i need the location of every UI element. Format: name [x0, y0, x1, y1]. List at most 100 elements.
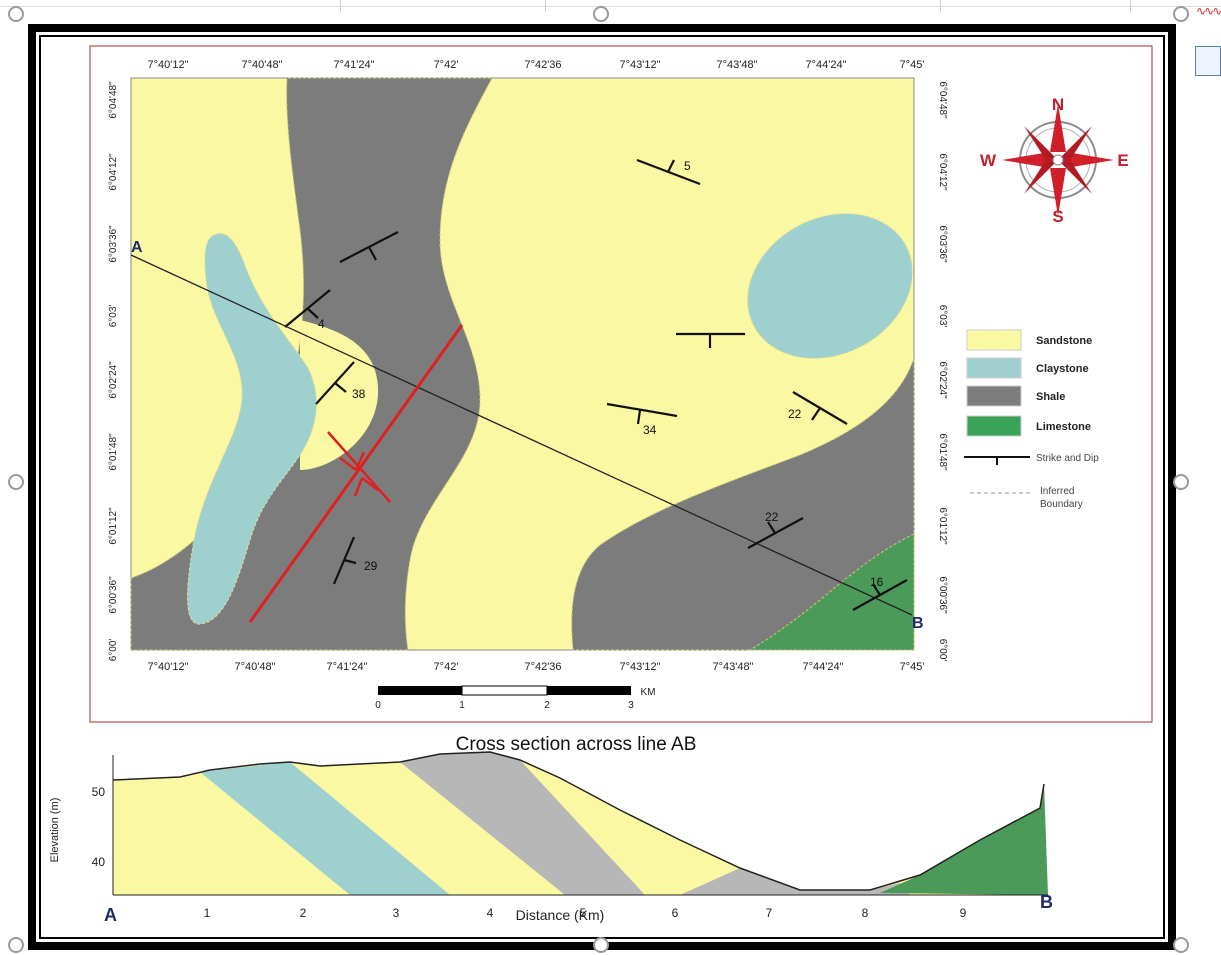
limestone-southeast — [748, 533, 915, 651]
left-tick: 6°02'24" — [108, 361, 119, 399]
scale-unit: KM — [641, 687, 656, 698]
top-tick: 7°43'48" — [717, 59, 758, 71]
cross-section-title: Cross section across line AB — [456, 734, 697, 755]
top-tick: 7°40'48" — [242, 59, 283, 71]
dip-value: 22 — [788, 407, 802, 421]
claystone-west — [187, 233, 317, 625]
legend-label-claystone: Claystone — [1036, 363, 1089, 375]
bottom-tick: 7°40'12" — [148, 661, 189, 673]
map-panel-border — [89, 45, 1153, 723]
bottom-tick: 7°40'48" — [235, 661, 276, 673]
top-tick: 7°45' — [900, 59, 925, 71]
legend-label-shale: Shale — [1036, 391, 1065, 403]
section-claystone — [200, 762, 450, 895]
fold-axis-arrow — [327, 431, 391, 503]
section-limestone — [880, 784, 1048, 895]
right-tick: 6°00'36" — [937, 576, 948, 614]
right-tick: 6°00' — [937, 639, 948, 662]
scale-segment — [547, 686, 631, 695]
legend-label-sandstone: Sandstone — [1036, 335, 1092, 347]
ruler-tick — [940, 0, 941, 12]
section-xtick: 2 — [300, 906, 307, 920]
section-xtick: 8 — [862, 906, 869, 920]
resize-handle-left[interactable] — [8, 474, 24, 490]
ruler-tick — [340, 0, 341, 12]
point-a-label: A — [131, 239, 143, 256]
ruler-tick — [545, 0, 546, 12]
section-shale-valley — [680, 868, 910, 895]
sandstone-wedge — [300, 320, 379, 470]
dip-value: 22 — [765, 510, 779, 524]
compass-w: W — [980, 151, 997, 170]
strike-dip-tick — [306, 307, 319, 319]
left-tick: 6°01'12" — [108, 507, 119, 545]
right-tick: 6°01'12" — [937, 507, 948, 545]
top-tick: 7°43'12" — [620, 59, 661, 71]
legend-label-limestone: Limestone — [1036, 421, 1091, 433]
resize-handle-right[interactable] — [1173, 474, 1189, 490]
left-tick: 6°03'36" — [108, 225, 119, 263]
left-tick: 6°03' — [108, 305, 119, 328]
left-tick: 6°01'48" — [108, 433, 119, 471]
bottom-tick: 7°45' — [900, 661, 925, 673]
section-ytick: 50 — [92, 785, 106, 799]
section-label-a: A — [104, 905, 117, 925]
legend-swatch-shale — [966, 385, 1022, 407]
top-tick: 7°41'24" — [334, 59, 375, 71]
dip-value: 4 — [318, 317, 325, 331]
section-xtick: 9 — [960, 906, 967, 920]
resize-handle-bottom[interactable] — [593, 937, 609, 953]
left-tick: 6°00'36" — [108, 576, 119, 614]
section-xtick: 7 — [766, 906, 773, 920]
dip-value: 16 — [870, 575, 884, 589]
point-b-label: B — [912, 615, 924, 632]
strike-dip-symbol — [606, 402, 678, 418]
ruler-tick — [1130, 0, 1131, 12]
section-xlabel: Distance (Km) — [516, 907, 605, 923]
bottom-tick: 7°42' — [434, 661, 459, 673]
compass-s: S — [1052, 207, 1063, 226]
compass-rose-icon — [1002, 104, 1114, 216]
right-tick: 6°01'48" — [937, 433, 948, 471]
fault-line — [248, 324, 464, 623]
strike-dip-tick — [872, 583, 881, 596]
scale-bar — [378, 685, 631, 696]
legend-label-boundary: Boundary — [1040, 499, 1083, 510]
strike-dip-tick — [334, 382, 347, 393]
section-ytick: 40 — [92, 855, 106, 869]
resize-handle-top-right[interactable] — [1173, 6, 1189, 22]
section-shale — [400, 752, 645, 895]
fold-arrow-head — [353, 477, 379, 497]
strike-dip-tick — [343, 558, 357, 565]
legend-swatch-limestone — [966, 415, 1022, 437]
cross-section-plot — [112, 751, 1048, 896]
spellcheck-squiggle-icon: ∿∿∿ — [1196, 4, 1221, 18]
layout-options-icon[interactable] — [1195, 46, 1221, 76]
resize-handle-bottom-right[interactable] — [1173, 937, 1189, 953]
resize-handle-top[interactable] — [593, 6, 609, 22]
section-xtick: 4 — [487, 906, 494, 920]
top-tick: 7°40'12" — [148, 59, 189, 71]
strike-dip-tick — [368, 246, 377, 261]
resize-handle-bottom-left[interactable] — [8, 937, 24, 953]
right-tick: 6°02'24" — [937, 361, 948, 399]
right-tick: 6°04'12" — [937, 153, 948, 191]
strike-dip-tick — [636, 409, 642, 425]
left-tick: 6°00' — [108, 639, 119, 662]
legend-swatch-claystone — [966, 357, 1022, 379]
ruler-line — [0, 6, 1221, 7]
bottom-tick: 7°43'12" — [620, 661, 661, 673]
scale-segment — [461, 685, 548, 696]
section-xtick: 5 — [580, 906, 587, 920]
top-tick: 7°42' — [434, 59, 459, 71]
legend-label-inferred: Inferred — [1040, 486, 1074, 497]
strike-dip-symbol — [747, 517, 804, 549]
right-tick: 6°03' — [937, 305, 948, 328]
section-label-b: B — [1040, 892, 1053, 912]
left-tick: 6°04'12" — [108, 153, 119, 191]
bottom-tick: 7°42'36 — [524, 661, 561, 673]
section-xtick: 3 — [393, 906, 400, 920]
resize-handle-top-left[interactable] — [8, 6, 24, 22]
compass-n: N — [1052, 95, 1064, 114]
